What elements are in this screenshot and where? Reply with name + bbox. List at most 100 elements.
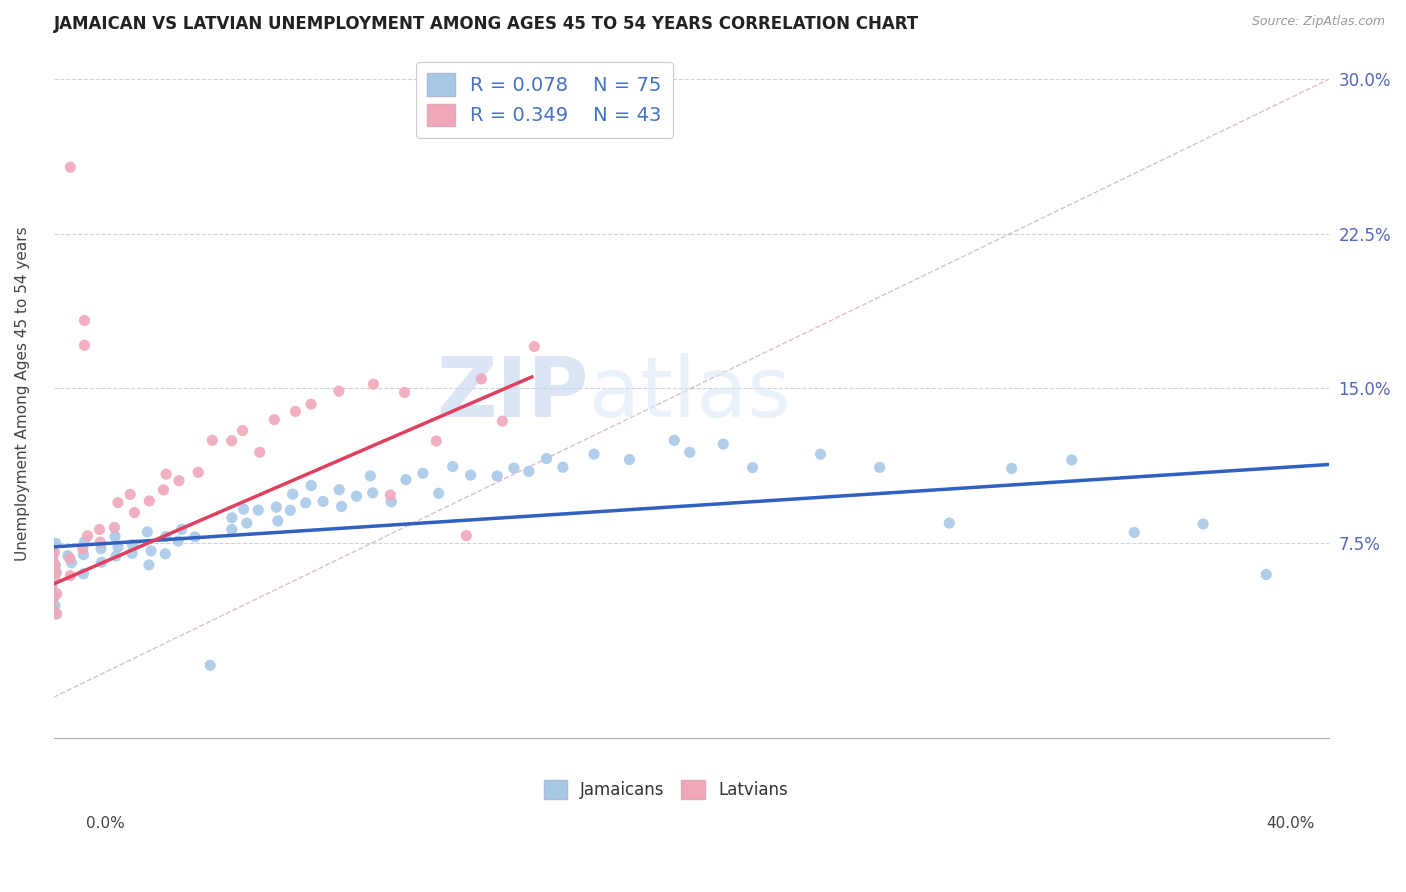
- Point: [359, 469, 381, 483]
- Text: JAMAICAN VS LATVIAN UNEMPLOYMENT AMONG AGES 45 TO 54 YEARS CORRELATION CHART: JAMAICAN VS LATVIAN UNEMPLOYMENT AMONG A…: [53, 15, 918, 33]
- Point: [89, 523, 111, 537]
- Point: [278, 503, 301, 517]
- Point: [89, 535, 111, 549]
- Point: [44, 599, 66, 613]
- Point: [236, 516, 259, 530]
- Point: [536, 451, 558, 466]
- Point: [221, 510, 243, 524]
- Point: [221, 523, 243, 537]
- Point: [155, 530, 177, 544]
- Point: [90, 541, 112, 556]
- Point: [44, 558, 66, 573]
- Point: [136, 524, 159, 539]
- Point: [44, 557, 66, 571]
- Point: [73, 313, 96, 327]
- Text: Source: ZipAtlas.com: Source: ZipAtlas.com: [1251, 15, 1385, 28]
- Point: [152, 483, 174, 497]
- Point: [281, 487, 304, 501]
- Point: [312, 494, 335, 508]
- Point: [427, 486, 450, 500]
- Point: [395, 473, 418, 487]
- Point: [200, 658, 222, 673]
- Point: [810, 447, 832, 461]
- Point: [299, 478, 322, 492]
- Point: [232, 502, 254, 516]
- Point: [45, 566, 67, 580]
- Point: [44, 545, 66, 559]
- Point: [139, 544, 162, 558]
- Point: [184, 530, 207, 544]
- Point: [42, 566, 65, 580]
- Point: [72, 566, 94, 581]
- Point: [267, 514, 290, 528]
- Point: [120, 487, 142, 501]
- Point: [121, 546, 143, 560]
- Point: [73, 534, 96, 549]
- Point: [39, 535, 62, 549]
- Point: [59, 160, 82, 174]
- Point: [456, 529, 478, 543]
- Point: [380, 495, 402, 509]
- Point: [138, 494, 160, 508]
- Point: [491, 414, 513, 428]
- Point: [44, 565, 66, 579]
- Point: [266, 500, 288, 515]
- Legend: Jamaicans, Latvians: Jamaicans, Latvians: [537, 773, 794, 806]
- Point: [232, 424, 254, 438]
- Point: [284, 404, 307, 418]
- Point: [470, 372, 492, 386]
- Point: [460, 468, 482, 483]
- Point: [299, 397, 322, 411]
- Point: [263, 412, 285, 426]
- Point: [394, 385, 416, 400]
- Text: 0.0%: 0.0%: [86, 816, 125, 830]
- Point: [39, 604, 62, 618]
- Point: [124, 506, 146, 520]
- Y-axis label: Unemployment Among Ages 45 to 54 years: Unemployment Among Ages 45 to 54 years: [15, 226, 30, 561]
- Point: [938, 516, 960, 530]
- Point: [41, 579, 63, 593]
- Point: [72, 541, 94, 556]
- Point: [523, 339, 546, 353]
- Point: [104, 529, 127, 543]
- Point: [121, 538, 143, 552]
- Point: [711, 437, 734, 451]
- Point: [486, 469, 509, 483]
- Point: [664, 434, 686, 448]
- Point: [1123, 525, 1146, 540]
- Point: [59, 568, 82, 582]
- Point: [60, 556, 83, 570]
- Point: [361, 486, 384, 500]
- Text: atlas: atlas: [589, 353, 792, 434]
- Point: [741, 460, 763, 475]
- Point: [44, 589, 66, 603]
- Point: [328, 483, 350, 497]
- Point: [138, 558, 160, 572]
- Text: 40.0%: 40.0%: [1267, 816, 1315, 830]
- Point: [201, 434, 224, 448]
- Point: [59, 551, 82, 566]
- Point: [1060, 453, 1083, 467]
- Point: [221, 434, 243, 448]
- Point: [155, 467, 177, 482]
- Point: [294, 496, 316, 510]
- Point: [41, 544, 63, 558]
- Point: [425, 434, 447, 448]
- Point: [363, 377, 385, 392]
- Point: [76, 529, 98, 543]
- Point: [41, 602, 63, 616]
- Point: [346, 489, 368, 503]
- Point: [1001, 461, 1024, 475]
- Point: [441, 459, 464, 474]
- Point: [41, 596, 63, 610]
- Point: [56, 549, 79, 563]
- Point: [103, 520, 125, 534]
- Point: [90, 555, 112, 569]
- Point: [517, 464, 540, 478]
- Point: [328, 384, 350, 399]
- Point: [44, 558, 66, 573]
- Point: [330, 500, 353, 514]
- Point: [107, 496, 129, 510]
- Point: [187, 466, 209, 480]
- Text: ZIP: ZIP: [437, 353, 589, 434]
